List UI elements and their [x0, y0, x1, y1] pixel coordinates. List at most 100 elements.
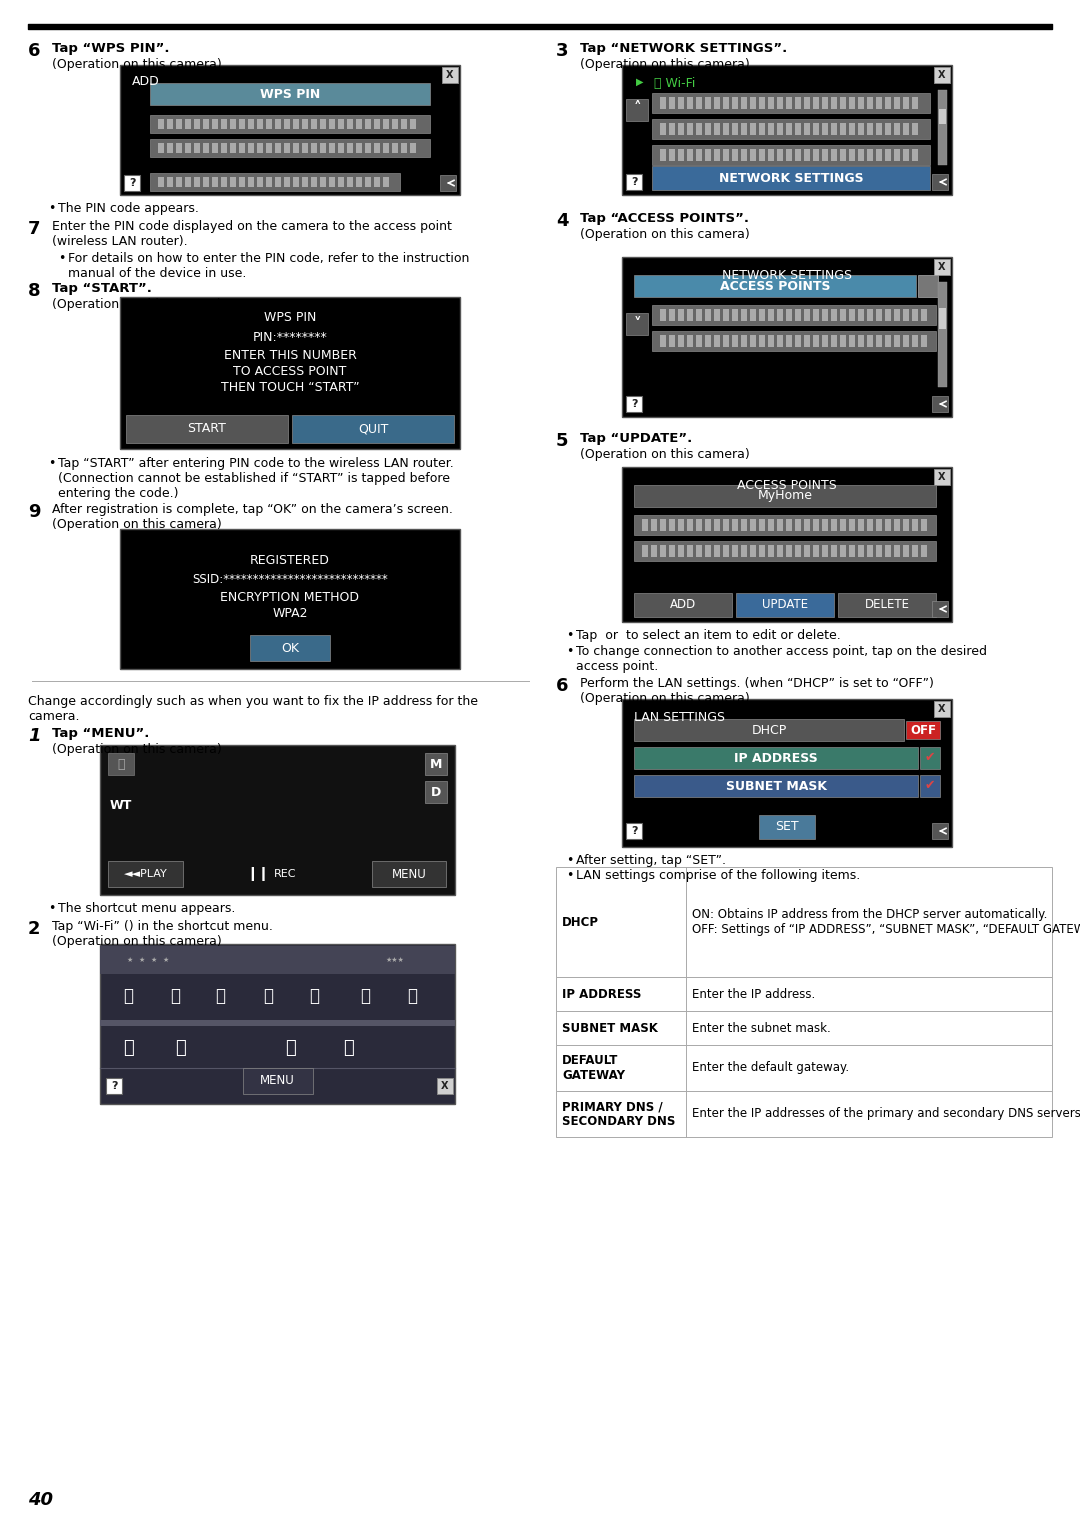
FancyBboxPatch shape [903, 519, 909, 531]
FancyBboxPatch shape [768, 545, 774, 557]
FancyBboxPatch shape [804, 334, 810, 347]
Text: 6: 6 [28, 43, 41, 60]
FancyBboxPatch shape [885, 334, 891, 347]
FancyBboxPatch shape [903, 150, 909, 160]
Text: 7: 7 [28, 220, 41, 238]
Text: 2: 2 [28, 919, 41, 938]
FancyBboxPatch shape [804, 124, 810, 134]
FancyBboxPatch shape [732, 334, 738, 347]
FancyBboxPatch shape [804, 308, 810, 321]
Text: MyHome: MyHome [757, 490, 812, 502]
FancyBboxPatch shape [437, 1078, 453, 1093]
FancyBboxPatch shape [759, 519, 765, 531]
Text: Enter the IP address.: Enter the IP address. [692, 988, 815, 1000]
FancyBboxPatch shape [813, 150, 819, 160]
FancyBboxPatch shape [426, 753, 447, 776]
Text: ★: ★ [163, 957, 170, 964]
FancyBboxPatch shape [786, 150, 792, 160]
FancyBboxPatch shape [867, 308, 873, 321]
FancyBboxPatch shape [556, 977, 1052, 1011]
Text: Enter the IP addresses of the primary and secondary DNS servers.: Enter the IP addresses of the primary an… [692, 1107, 1080, 1121]
FancyBboxPatch shape [804, 98, 810, 108]
Text: After setting, tap “SET”.: After setting, tap “SET”. [576, 854, 726, 867]
FancyBboxPatch shape [150, 173, 400, 191]
FancyBboxPatch shape [759, 98, 765, 108]
Text: PRIMARY DNS /
SECONDARY DNS: PRIMARY DNS / SECONDARY DNS [562, 1099, 675, 1128]
FancyBboxPatch shape [750, 124, 756, 134]
FancyBboxPatch shape [634, 275, 916, 296]
FancyBboxPatch shape [329, 142, 335, 153]
Text: entering the code.): entering the code.) [58, 487, 178, 499]
FancyBboxPatch shape [185, 119, 191, 130]
FancyBboxPatch shape [849, 98, 855, 108]
FancyBboxPatch shape [634, 776, 918, 797]
FancyBboxPatch shape [284, 142, 291, 153]
FancyBboxPatch shape [365, 142, 372, 153]
FancyBboxPatch shape [786, 98, 792, 108]
Text: 🦋: 🦋 [175, 1038, 186, 1057]
FancyBboxPatch shape [768, 308, 774, 321]
FancyBboxPatch shape [741, 545, 747, 557]
Text: DEFAULT
GATEWAY: DEFAULT GATEWAY [562, 1054, 625, 1083]
Text: ADD: ADD [132, 75, 160, 89]
FancyBboxPatch shape [723, 98, 729, 108]
Text: •: • [58, 252, 66, 266]
FancyBboxPatch shape [642, 519, 648, 531]
FancyBboxPatch shape [374, 119, 380, 130]
FancyBboxPatch shape [750, 334, 756, 347]
FancyBboxPatch shape [876, 545, 882, 557]
FancyBboxPatch shape [230, 177, 237, 188]
FancyBboxPatch shape [705, 124, 711, 134]
FancyBboxPatch shape [723, 124, 729, 134]
FancyBboxPatch shape [275, 119, 281, 130]
FancyBboxPatch shape [831, 150, 837, 160]
FancyBboxPatch shape [239, 142, 245, 153]
FancyBboxPatch shape [622, 66, 951, 195]
FancyBboxPatch shape [920, 747, 940, 770]
Text: MENU: MENU [392, 867, 427, 881]
FancyBboxPatch shape [786, 519, 792, 531]
FancyBboxPatch shape [626, 313, 648, 334]
FancyBboxPatch shape [158, 142, 164, 153]
FancyBboxPatch shape [176, 142, 183, 153]
Text: Tap “UPDATE”.: Tap “UPDATE”. [580, 432, 692, 444]
FancyBboxPatch shape [858, 124, 864, 134]
Text: 💿: 💿 [264, 986, 273, 1005]
FancyBboxPatch shape [311, 177, 318, 188]
Text: 📷: 📷 [170, 986, 180, 1005]
FancyBboxPatch shape [750, 519, 756, 531]
Text: (Operation on this camera): (Operation on this camera) [580, 228, 750, 241]
Text: To change connection to another access point, tap on the desired: To change connection to another access p… [576, 644, 987, 658]
Text: The shortcut menu appears.: The shortcut menu appears. [58, 902, 235, 915]
FancyBboxPatch shape [912, 334, 918, 347]
FancyBboxPatch shape [257, 142, 264, 153]
FancyBboxPatch shape [626, 823, 642, 838]
FancyBboxPatch shape [356, 142, 362, 153]
FancyBboxPatch shape [831, 308, 837, 321]
FancyBboxPatch shape [777, 545, 783, 557]
Text: 📱: 📱 [215, 986, 225, 1005]
FancyBboxPatch shape [795, 150, 801, 160]
FancyBboxPatch shape [741, 150, 747, 160]
FancyBboxPatch shape [876, 334, 882, 347]
FancyBboxPatch shape [669, 519, 675, 531]
Text: X: X [442, 1081, 449, 1090]
FancyBboxPatch shape [858, 334, 864, 347]
FancyBboxPatch shape [660, 124, 666, 134]
FancyBboxPatch shape [108, 861, 183, 887]
FancyBboxPatch shape [100, 947, 455, 974]
Text: 9: 9 [28, 502, 41, 521]
Text: ADD: ADD [670, 599, 697, 611]
FancyBboxPatch shape [347, 142, 353, 153]
FancyBboxPatch shape [912, 308, 918, 321]
FancyBboxPatch shape [838, 592, 936, 617]
Text: DHCP: DHCP [752, 724, 786, 736]
FancyBboxPatch shape [777, 124, 783, 134]
FancyBboxPatch shape [687, 519, 693, 531]
FancyBboxPatch shape [660, 545, 666, 557]
FancyBboxPatch shape [383, 177, 389, 188]
FancyBboxPatch shape [867, 334, 873, 347]
FancyBboxPatch shape [741, 334, 747, 347]
FancyBboxPatch shape [329, 177, 335, 188]
FancyBboxPatch shape [813, 545, 819, 557]
